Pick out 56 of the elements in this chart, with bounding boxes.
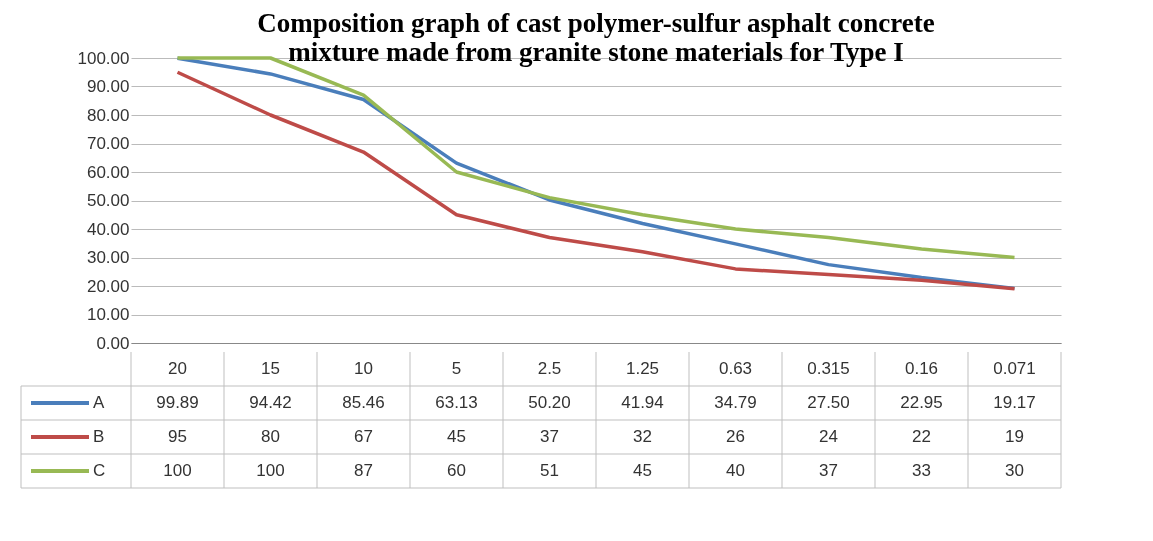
data-label: 51 <box>540 461 559 480</box>
data-label: 95 <box>168 427 187 446</box>
data-label: 24 <box>819 427 838 446</box>
data-label: 32 <box>633 427 652 446</box>
legend-label: B <box>93 427 105 446</box>
data-label: 50.20 <box>528 393 571 412</box>
x-tick-label: 2.5 <box>537 359 562 378</box>
y-tick-label: 90.00 <box>86 77 130 96</box>
y-tick-label: 100.00 <box>77 48 130 68</box>
data-label: 85.46 <box>342 393 385 412</box>
data-label: 37 <box>819 461 838 480</box>
data-label: 19.17 <box>993 393 1036 412</box>
x-tick-label: 0.16 <box>904 359 939 378</box>
x-tick-label: 5 <box>451 359 462 378</box>
data-label: 67 <box>354 427 373 446</box>
data-label: 30 <box>1005 461 1024 480</box>
x-tick-label: 10 <box>354 359 373 378</box>
y-tick-label: 30.00 <box>86 248 130 267</box>
data-label: 45 <box>447 427 466 446</box>
y-tick-label: 10.00 <box>86 305 130 324</box>
x-tick-label: 0.071 <box>993 359 1036 378</box>
data-label: 45 <box>633 461 652 480</box>
data-label: 94.42 <box>249 393 292 412</box>
data-label: 34.79 <box>714 393 757 412</box>
data-label: 19 <box>1005 427 1024 446</box>
text: mixture made from granite stone materials for Type I <box>288 37 904 67</box>
x-tick-label: 0.315 <box>807 359 850 378</box>
data-label: 100 <box>163 461 192 480</box>
data-label: 22 <box>912 427 931 446</box>
y-tick-label: 80.00 <box>86 105 130 125</box>
data-label: 60 <box>447 461 466 480</box>
text: Composition graph of cast polymer-sulfur asphalt concrete <box>257 8 935 38</box>
data-label: 80 <box>261 427 280 446</box>
y-tick-label: 0.00 <box>96 333 130 353</box>
data-label: 27.50 <box>807 393 850 412</box>
y-tick-label: 70.00 <box>86 134 130 153</box>
data-label: 41.94 <box>621 393 664 412</box>
x-tick-label: 0.63 <box>718 359 753 378</box>
data-label: 37 <box>540 427 559 446</box>
data-label: 63.13 <box>435 393 478 412</box>
legend-label: A <box>93 393 105 412</box>
data-label: 87 <box>354 461 373 480</box>
y-tick-label: 40.00 <box>86 219 130 239</box>
data-label: 99.89 <box>156 393 199 412</box>
x-tick-label: 20 <box>168 359 187 378</box>
x-tick-label: 15 <box>261 359 280 378</box>
x-tick-label: 1.25 <box>625 359 660 378</box>
data-label: 33 <box>912 461 931 480</box>
data-label: 22.95 <box>900 393 943 412</box>
data-label: 40 <box>726 461 745 480</box>
data-label: 100 <box>256 461 285 480</box>
data-label: 26 <box>726 427 745 446</box>
y-tick-label: 20.00 <box>86 276 130 296</box>
y-tick-label: 60.00 <box>86 162 130 182</box>
y-tick-label: 50.00 <box>86 191 130 210</box>
legend-label: C <box>93 461 106 480</box>
